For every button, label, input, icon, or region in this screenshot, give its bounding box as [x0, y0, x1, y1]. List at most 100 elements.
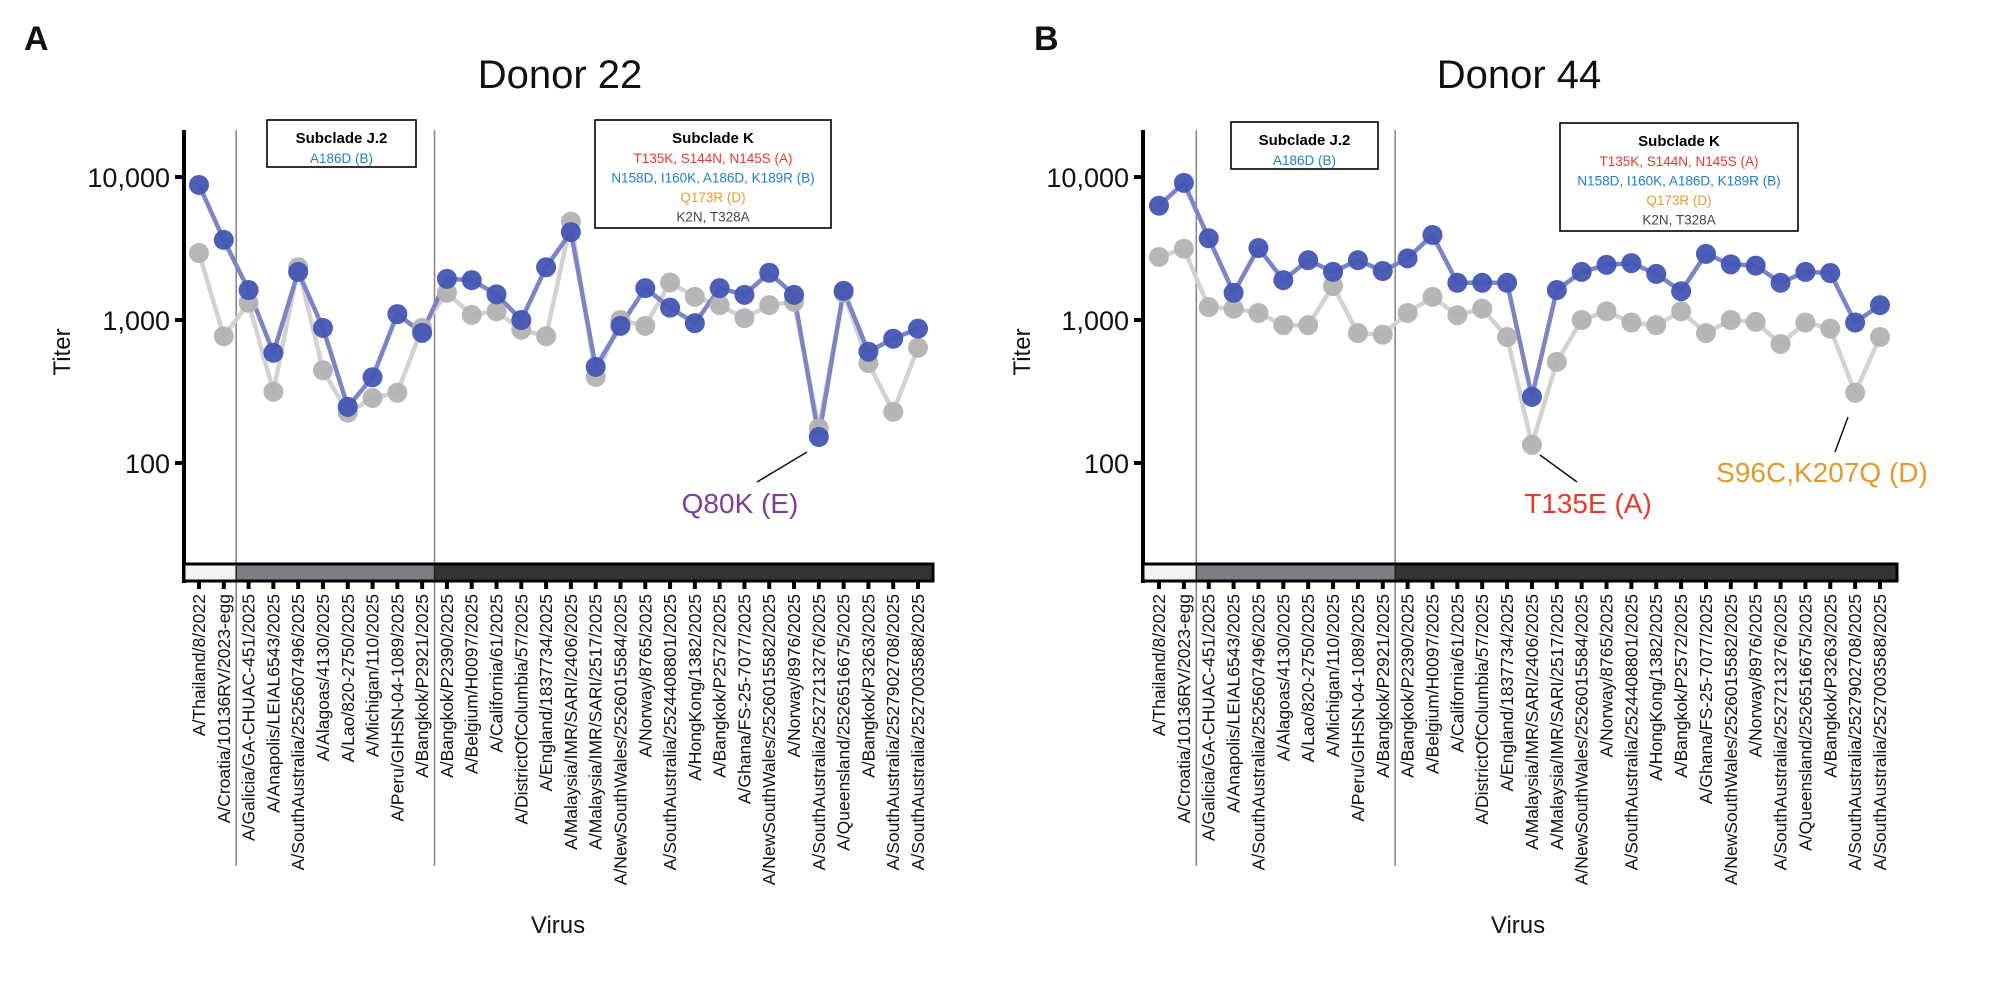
x-tick-label: A/Galicia/GA-CHUAC-451/2025 — [1199, 594, 1219, 841]
data-point-blue — [1596, 254, 1617, 275]
x-tick-label: A/NewSouthWales/2526015582/2025 — [1721, 594, 1741, 885]
data-point-blue — [1621, 253, 1642, 274]
data-point-gray — [1870, 327, 1890, 348]
x-tick-label: A/DistrictOfColumbia/57/2025 — [1472, 594, 1492, 825]
data-point-gray — [1596, 301, 1617, 322]
data-point-gray — [1621, 312, 1642, 333]
x-tick-label: A/Alagoas/4130/2025 — [313, 594, 333, 761]
x-tick-label: A/Bangkok/P2921/2025 — [1373, 594, 1393, 778]
data-point-blue — [660, 297, 681, 318]
data-point-gray — [1447, 305, 1468, 326]
x-tick-label: A/Ghana/FS-25-7077/2025 — [734, 594, 754, 804]
group-bar-segment — [1143, 564, 1197, 581]
data-point-blue — [238, 280, 259, 301]
data-point-blue — [1497, 272, 1518, 293]
data-point-gray — [1720, 310, 1741, 330]
x-tick-label: A/Lao/820-2750/2025 — [338, 594, 358, 762]
data-point-blue — [1845, 312, 1866, 333]
data-point-blue — [1795, 261, 1816, 282]
data-point-blue — [337, 396, 358, 417]
data-point-blue — [189, 174, 209, 195]
x-tick-label: A/Thailand/8/2022 — [189, 594, 209, 736]
data-point-blue — [511, 310, 532, 330]
x-tick-label: A/Malaysia/IMR/SARI/2406/2025 — [1522, 594, 1542, 850]
data-point-blue — [1347, 250, 1368, 271]
x-tick-label: A/Peru/GIHSN-04-1089/2025 — [387, 594, 407, 822]
data-point-gray — [684, 286, 705, 307]
data-point-gray — [1671, 301, 1692, 322]
data-point-blue — [1248, 237, 1269, 258]
group-bar-segment — [184, 564, 237, 581]
data-point-gray — [436, 282, 457, 303]
data-point-gray — [1372, 324, 1393, 345]
data-point-blue — [1372, 261, 1393, 282]
x-tick-label: A/Bangkok/P2572/2025 — [710, 594, 730, 778]
annotation-label: Q80K (E) — [682, 488, 799, 519]
panel-letter-b: B — [1034, 20, 1059, 58]
x-tick-label: A/SouthAustralia/2527902708/2025 — [1845, 594, 1865, 870]
subclade-box — [266, 119, 417, 168]
x-tick-label: A/Bangkok/P2921/2025 — [412, 594, 432, 778]
data-point-gray — [387, 382, 408, 403]
data-point-blue — [759, 262, 780, 283]
data-point-blue — [263, 342, 284, 363]
subclade-box-title: Subclade J.2 — [1259, 132, 1351, 149]
data-point-blue — [1820, 263, 1841, 284]
panel-a: A Donor 22 Titer Virus 100 1,000 10,000 A/T… — [24, 20, 935, 939]
x-tick-label: A/Croatia/10136RV/2023-egg — [1174, 594, 1194, 823]
x-tick-label: A/SouthAustralia/2527003588/2025 — [908, 594, 928, 870]
data-point-blue — [486, 284, 507, 305]
x-tick-label: A/Belgium/H0097/2025 — [462, 594, 482, 774]
group-bar-outline — [1141, 562, 1899, 583]
mutation-line: Q173R (D) — [680, 190, 745, 205]
data-point-blue — [1671, 281, 1692, 302]
data-point-gray — [1497, 327, 1518, 348]
data-point-gray — [1770, 333, 1791, 354]
subclade-box-title: Subclade J.2 — [296, 130, 388, 147]
panel-title-b: Donor 44 — [1437, 53, 1602, 97]
data-point-blue — [436, 268, 457, 289]
x-tick-label: A/SouthAustralia/2525607496/2025 — [1248, 594, 1268, 870]
data-point-blue — [1546, 280, 1567, 301]
x-tick-label: A/England/1837734/2025 — [1497, 594, 1517, 792]
panel-letter-a: A — [24, 20, 49, 58]
x-tick-label: A/HongKong/1382/2025 — [685, 594, 705, 781]
x-tick-label: A/Croatia/10136RV/2023-egg — [214, 594, 234, 823]
data-point-gray — [1695, 323, 1716, 344]
data-point-blue — [213, 229, 234, 250]
mutation-line: A186D (B) — [310, 151, 373, 166]
mutation-line: T135K, S144N, N145S (A) — [633, 151, 792, 166]
x-tick-label: A/SouthAustralia/2527213276/2025 — [809, 594, 829, 870]
subclade-box-title: Subclade K — [672, 130, 754, 147]
x-tick-label: A/Michigan/110/2025 — [1323, 594, 1343, 757]
data-point-gray — [1521, 434, 1542, 455]
x-tick-label: A/Ghana/FS-25-7077/2025 — [1696, 594, 1716, 804]
data-point-blue — [536, 257, 557, 278]
x-tick-label: A/Anapolis/LEIAL6543/2025 — [1224, 594, 1244, 813]
data-point-gray — [1298, 315, 1319, 336]
data-point-blue — [833, 280, 854, 301]
x-tick-label: A/Malaysia/IMR/SARI/2517/2025 — [1547, 594, 1567, 850]
data-point-gray — [1546, 351, 1567, 372]
x-tick-label: A/California/61/2025 — [1447, 594, 1467, 753]
data-point-gray — [1745, 311, 1766, 332]
x-tick-label: A/NewSouthWales/2526015582/2025 — [759, 594, 779, 885]
data-point-gray — [1845, 382, 1866, 403]
data-point-gray — [1820, 318, 1841, 339]
data-point-gray — [1795, 312, 1816, 333]
x-tick-label: A/Malaysia/IMR/SARI/2406/2025 — [561, 594, 581, 850]
panel-b: B Donor 44 Titer Virus 100 1,000 10,000 A/T… — [1009, 20, 1928, 939]
data-point-blue — [1720, 254, 1741, 275]
group-bar-segment — [434, 564, 933, 581]
x-tick-label: A/Bangkok/P2390/2025 — [437, 594, 457, 778]
subclade-box-title: Subclade K — [1638, 133, 1720, 150]
data-point-gray — [213, 326, 234, 347]
y-tick-label: 1,000 — [1061, 306, 1129, 336]
x-tick-label: A/NewSouthWales/2526015584/2025 — [610, 594, 630, 885]
y-axis-title-a: Titer — [49, 328, 76, 375]
data-point-gray — [486, 301, 507, 322]
data-point-blue — [1298, 250, 1319, 271]
data-point-gray — [312, 360, 333, 381]
data-point-gray — [1248, 302, 1269, 323]
data-point-blue — [585, 356, 606, 377]
